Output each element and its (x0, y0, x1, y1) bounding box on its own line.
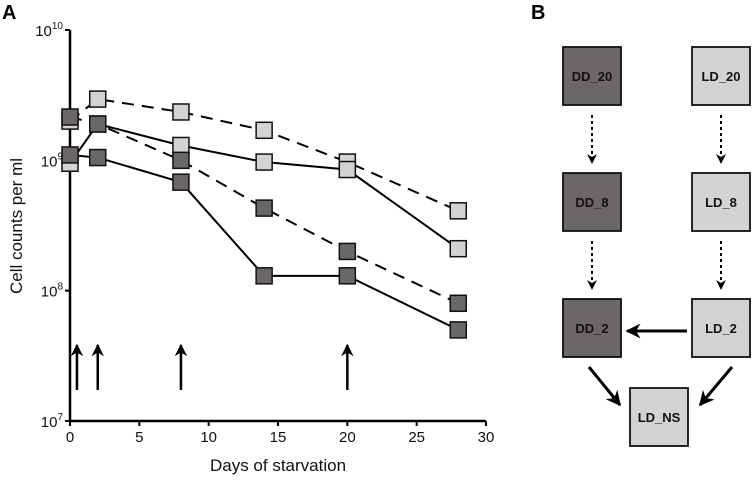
x-tick-label: 30 (478, 429, 495, 446)
data-point-dark-dashed (172, 151, 190, 170)
data-point-light-solid (338, 160, 357, 179)
data-point-dark-dashed (88, 115, 107, 133)
data-point-dark-dashed (255, 199, 273, 217)
panel-a-label: A (2, 2, 16, 24)
node-dd-8: DD_8 (562, 172, 622, 232)
series-line-dark-solid (69, 153, 459, 331)
node-ld-20: LD_20 (691, 46, 751, 106)
panel-b-label: B (531, 2, 545, 24)
node-box (562, 172, 622, 232)
y-tick-base: 10 (35, 23, 52, 40)
x-tick-label: 5 (135, 429, 143, 446)
x-tick-label: 0 (66, 429, 74, 446)
x-axis-label: Days of starvation (210, 456, 346, 475)
x-tick-label: 10 (200, 429, 217, 446)
node-label: LD_NS (638, 410, 681, 425)
edge-LD_2-to-LD_NS (698, 366, 734, 407)
data-point-dark-solid (88, 148, 107, 167)
data-point-dark-dashed (338, 242, 357, 261)
y-tick-label: 109 (41, 151, 64, 170)
data-point-dark-solid (255, 267, 273, 285)
series-line-light-solid (69, 122, 459, 250)
data-point-light-solid (172, 136, 190, 155)
data-point-light-dashed (255, 121, 273, 140)
data-point-dark-solid (449, 321, 468, 339)
node-dd-2: DD_2 (562, 298, 622, 358)
node-dd-20: DD_20 (562, 46, 622, 106)
y-tick-exponent: 9 (57, 151, 63, 162)
data-point-dark-dashed (61, 108, 79, 126)
node-label: LD_8 (705, 195, 737, 210)
node-label: DD_2 (575, 321, 608, 336)
y-tick-base: 10 (41, 284, 58, 301)
y-tick-label: 108 (41, 282, 64, 301)
x-tick-label: 15 (270, 429, 287, 446)
data-point-light-dashed (172, 103, 190, 121)
x-tick-label: 20 (339, 429, 356, 446)
data-point-light-solid (449, 239, 468, 258)
y-tick-base: 10 (41, 153, 58, 170)
y-tick-base: 10 (41, 414, 58, 431)
node-box (562, 46, 622, 106)
data-point-light-dashed (449, 202, 468, 220)
y-tick-exponent: 10 (52, 21, 64, 32)
data-point-dark-solid (338, 267, 357, 285)
node-ld-8: LD_8 (691, 172, 751, 232)
lineage-diagram: DD_20 LD_20 DD_8 LD_8 DD_2 LD_2 LD_NS (562, 46, 751, 447)
data-point-dark-solid (61, 146, 79, 164)
node-ld-ns: LD_NS (629, 387, 689, 447)
node-box (691, 46, 751, 106)
node-box (691, 172, 751, 232)
y-tick-exponent: 8 (57, 282, 63, 293)
data-point-dark-dashed (449, 294, 468, 313)
data-point-dark-solid (172, 173, 190, 191)
data-point-light-solid (255, 153, 273, 171)
node-label: LD_20 (701, 69, 740, 84)
node-label: DD_20 (572, 69, 612, 84)
y-tick-label: 107 (41, 412, 64, 431)
node-box (562, 298, 622, 358)
x-tick-label: 25 (408, 429, 425, 446)
node-label: LD_2 (705, 321, 737, 336)
chart-series (61, 90, 468, 339)
y-tick-label: 1010 (35, 21, 63, 40)
y-tick-exponent: 7 (57, 412, 63, 423)
node-label: DD_8 (575, 195, 608, 210)
edge-DD_2-to-LD_NS (587, 366, 622, 407)
time-arrows (70, 343, 354, 390)
node-box (629, 387, 689, 447)
y-axis-label: Cell counts per ml (7, 158, 26, 294)
node-box (691, 298, 751, 358)
data-point-light-dashed (88, 90, 107, 108)
node-ld-2: LD_2 (691, 298, 751, 358)
